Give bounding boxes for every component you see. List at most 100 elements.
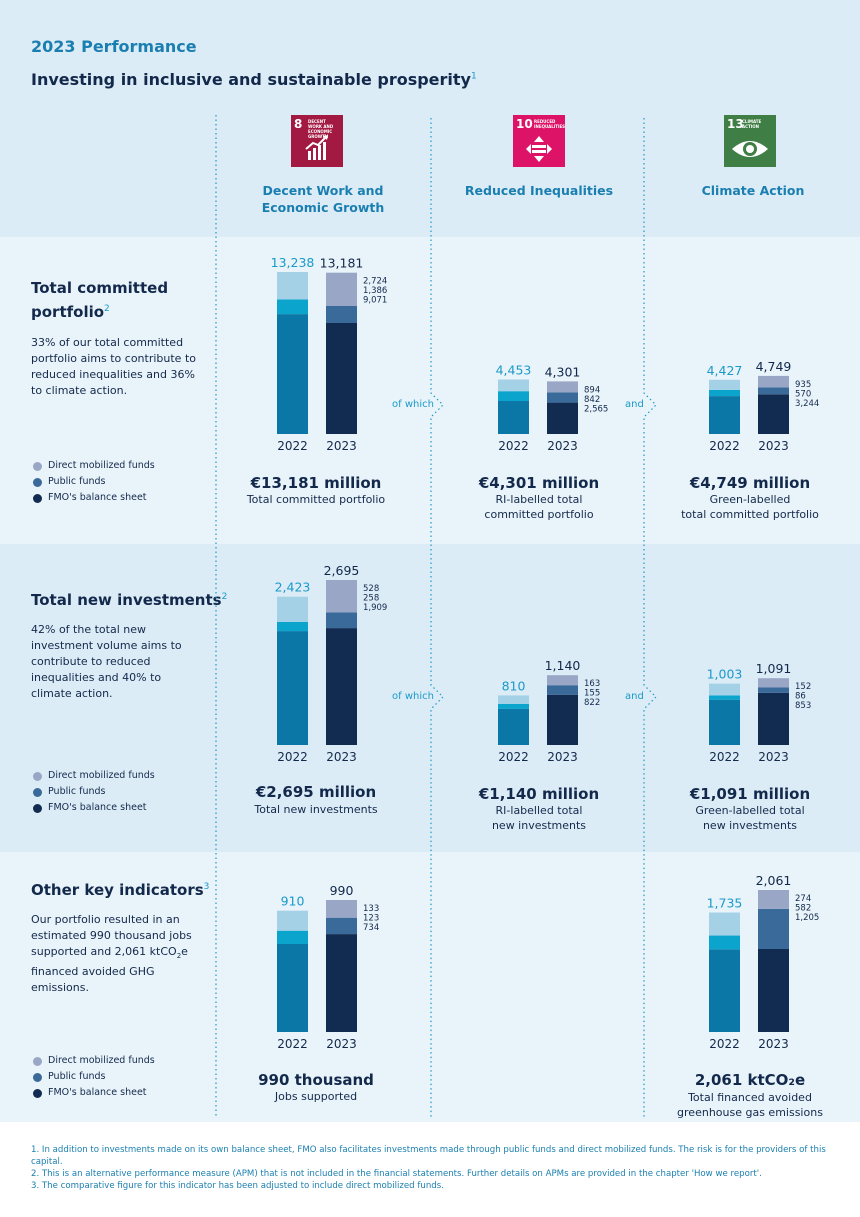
- section-text-key-indicators: Our portfolio resulted in an estimated 9…: [31, 912, 196, 996]
- bar-total-label: 2,423: [275, 580, 311, 595]
- legend: Direct mobilized funds Public funds FMO'…: [33, 1053, 155, 1101]
- bar-total-label: 1,091: [756, 661, 792, 676]
- summary-caption: RI-labelled total committed portfolio: [484, 493, 594, 521]
- summary-value: €2,695 million: [255, 783, 377, 801]
- x-tick-label: 2022: [277, 1037, 308, 1051]
- header-band: [0, 0, 860, 237]
- summary-value: 990 thousand: [258, 1071, 374, 1089]
- bar-total-label: 910: [281, 894, 305, 909]
- footnote-ref: 1: [470, 71, 477, 82]
- segment-value-label: 155: [584, 689, 600, 699]
- bar-segment-public-funds: [709, 389, 740, 396]
- legend-swatch: [33, 1056, 42, 1066]
- bar-segment-direct-mobilized: [277, 272, 308, 300]
- footnote-ref: 2: [221, 592, 228, 602]
- bar-segment-public-funds: [547, 392, 578, 403]
- bar-segment-direct-mobilized: [758, 375, 789, 388]
- x-tick-label: 2023: [326, 1037, 357, 1051]
- legend-label: Direct mobilized funds: [48, 1055, 155, 1066]
- x-tick-label: 2023: [547, 750, 578, 764]
- summary-caption: RI-labelled total new investments: [491, 804, 587, 832]
- text-part: e financed avoided GHG emissions.: [31, 945, 188, 995]
- legend-label: FMO's balance sheet: [48, 802, 147, 813]
- bar-segment-public-funds: [547, 685, 578, 695]
- legend-swatch: [33, 787, 42, 797]
- column-heading-reduced-inequalities: Reduced Inequalities: [464, 183, 614, 198]
- bar-segment-balance-sheet: [277, 314, 308, 434]
- segment-value-label: 133: [363, 904, 379, 914]
- footnote: 3. The comparative figure for this indic…: [31, 1181, 444, 1191]
- section-title-text: Other key indicators: [31, 881, 204, 899]
- x-tick-label: 2023: [758, 1037, 789, 1051]
- legend-item: Public funds: [33, 1069, 155, 1085]
- connector-of-which: of which: [392, 691, 434, 702]
- segment-value-label: 822: [584, 698, 600, 708]
- section-title-key-indicators: Other key indicators3: [31, 877, 209, 901]
- sdg-label: REDUCED INEQUALITIES: [534, 119, 566, 129]
- bar-segment-direct-mobilized: [498, 379, 529, 392]
- legend-item: FMO's balance sheet: [33, 1085, 155, 1101]
- bar-segment-balance-sheet: [326, 934, 357, 1032]
- section-title-new-investments: Total new investments2: [31, 587, 227, 611]
- legend-swatch: [33, 493, 42, 503]
- summary-value: €1,091 million: [689, 785, 811, 803]
- connector-and: and: [625, 691, 644, 702]
- segment-value-label: 1,386: [363, 286, 387, 296]
- segment-value-label: 2,724: [363, 277, 387, 287]
- footnote: 1. In addition to investments made on it…: [31, 1145, 826, 1167]
- segment-value-label: 1,205: [795, 913, 819, 923]
- bar-total-label: 990: [330, 883, 354, 898]
- x-tick-label: 2022: [709, 439, 740, 453]
- page-title: 2023 Performance: [31, 37, 197, 56]
- column-heading-decent-work: Decent Work and Economic Growth: [261, 183, 385, 215]
- bar-segment-balance-sheet: [709, 949, 740, 1032]
- text-part: Our portfolio resulted in an estimated 9…: [31, 913, 192, 958]
- section-text-new-investments: 42% of the total new investment volume a…: [31, 623, 182, 700]
- sdg8-icon: 8 DECENT WORK AND ECONOMIC GROWTH: [291, 115, 343, 167]
- x-tick-label: 2022: [277, 750, 308, 764]
- sdg-number: 8: [294, 117, 303, 131]
- x-tick-label: 2023: [758, 750, 789, 764]
- bar-segment-balance-sheet: [709, 699, 740, 745]
- x-tick-label: 2022: [498, 439, 529, 453]
- bar-segment-balance-sheet: [498, 401, 529, 434]
- page-subtitle-text: Investing in inclusive and sustainable p…: [31, 70, 471, 89]
- column-dividers: [215, 115, 657, 1117]
- legend-item: Direct mobilized funds: [33, 1053, 155, 1069]
- bar-segment-balance-sheet: [498, 708, 529, 745]
- x-tick-label: 2022: [498, 750, 529, 764]
- bar-segment-balance-sheet: [326, 323, 357, 434]
- bar-segment-balance-sheet: [326, 628, 357, 745]
- summary-value: €4,749 million: [689, 474, 811, 492]
- summary-caption: Jobs supported: [274, 1090, 358, 1103]
- bar-segment-public-funds: [277, 621, 308, 632]
- section-title-committed: Total committed portfolio2: [31, 278, 168, 323]
- bar-segment-public-funds: [498, 391, 529, 401]
- x-tick-label: 2023: [547, 439, 578, 453]
- legend-swatch: [33, 771, 42, 781]
- bar-segment-balance-sheet: [547, 402, 578, 434]
- legend-label: Public funds: [48, 786, 106, 797]
- legend-label: Public funds: [48, 476, 106, 487]
- bar-segment-public-funds: [326, 306, 357, 323]
- footnote-ref: 3: [203, 882, 210, 892]
- bar-segment-direct-mobilized: [758, 678, 789, 688]
- connector-of-which: of which: [392, 399, 434, 410]
- legend-item: Public funds: [33, 474, 155, 490]
- legend-label: Direct mobilized funds: [48, 770, 155, 781]
- bar-segment-direct-mobilized: [709, 683, 740, 696]
- segment-value-label: 9,071: [363, 296, 387, 306]
- segment-value-label: 570: [795, 389, 811, 399]
- sdg-label: DECENT WORK AND ECONOMIC GROWTH: [308, 119, 334, 139]
- bar-segment-balance-sheet: [277, 631, 308, 745]
- x-tick-label: 2023: [326, 750, 357, 764]
- segment-value-label: 152: [795, 682, 811, 692]
- summary-value: €4,301 million: [478, 474, 600, 492]
- segment-value-label: 274: [795, 894, 811, 904]
